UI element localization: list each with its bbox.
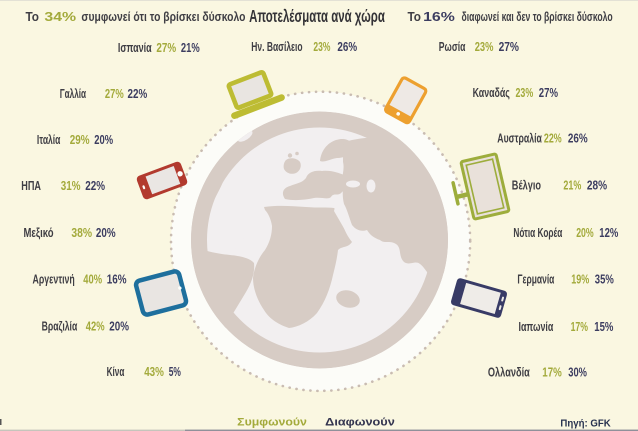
- svg-text:5%: 5%: [169, 364, 181, 379]
- svg-text:20%: 20%: [96, 225, 116, 240]
- svg-text:23%: 23%: [475, 39, 494, 54]
- svg-text:Ισπανία: Ισπανία: [118, 40, 152, 55]
- svg-text:διαφωνεί και δεν το βρίσκει δύ: διαφωνεί και δεν το βρίσκει δύσκολο: [462, 9, 613, 24]
- svg-text:Βέλγιο: Βέλγιο: [512, 178, 541, 193]
- svg-text:Βραζιλία: Βραζιλία: [42, 319, 78, 334]
- svg-text:16%: 16%: [107, 271, 127, 286]
- svg-text:Το: Το: [408, 9, 422, 24]
- svg-text:Κίνα: Κίνα: [107, 364, 125, 379]
- svg-text:23%: 23%: [313, 39, 330, 54]
- svg-text:Ιταλία: Ιταλία: [37, 132, 61, 147]
- svg-text:22%: 22%: [85, 178, 105, 193]
- svg-text:21%: 21%: [563, 178, 581, 193]
- svg-text:Ολλανδία: Ολλανδία: [488, 365, 530, 380]
- svg-text:20%: 20%: [109, 319, 129, 334]
- svg-text:42%: 42%: [86, 319, 105, 334]
- svg-text:12%: 12%: [599, 225, 618, 240]
- svg-text:Διαφωνούν: Διαφωνούν: [325, 416, 395, 428]
- svg-text:38%: 38%: [71, 225, 92, 240]
- svg-text:27%: 27%: [539, 85, 559, 100]
- svg-text:Καναδάς: Καναδάς: [473, 85, 510, 100]
- svg-text:Αποτελέσματα ανά χώρα: Αποτελέσματα ανά χώρα: [249, 6, 385, 26]
- svg-text:27%: 27%: [105, 86, 124, 101]
- svg-text:Αυστραλία: Αυστραλία: [497, 130, 542, 145]
- svg-text:Ιαπωνία: Ιαπωνία: [519, 319, 554, 334]
- svg-text:15%: 15%: [594, 319, 613, 334]
- svg-text:Νότια Κορέα: Νότια Κορέα: [513, 225, 562, 240]
- svg-text:Ρωσία: Ρωσία: [439, 39, 466, 54]
- svg-text:20%: 20%: [576, 225, 594, 240]
- svg-text:17%: 17%: [542, 365, 562, 380]
- svg-text:Συμφωνούν: Συμφωνούν: [237, 416, 307, 428]
- svg-text:29%: 29%: [70, 132, 90, 147]
- svg-text:27%: 27%: [156, 40, 176, 55]
- svg-text:30%: 30%: [568, 365, 587, 380]
- svg-text:26%: 26%: [337, 39, 357, 54]
- svg-text:22%: 22%: [544, 130, 562, 145]
- svg-text:43%: 43%: [144, 364, 164, 379]
- svg-text:20%: 20%: [94, 132, 113, 147]
- svg-text:34%: 34%: [44, 9, 76, 24]
- svg-text:21%: 21%: [181, 40, 200, 55]
- svg-text:19%: 19%: [571, 271, 589, 286]
- svg-text:Πηγή: GFK: Πηγή: GFK: [560, 418, 611, 430]
- svg-text:23%: 23%: [516, 85, 534, 100]
- svg-text:28%: 28%: [587, 178, 608, 193]
- svg-text:συμφωνεί ότι το βρίσκει δύσκολ: συμφωνεί ότι το βρίσκει δύσκολο: [81, 9, 245, 24]
- svg-text:26%: 26%: [568, 130, 588, 145]
- svg-text:ΗΠΑ: ΗΠΑ: [21, 178, 41, 193]
- svg-text:16%: 16%: [423, 9, 455, 24]
- svg-text:35%: 35%: [595, 271, 614, 286]
- svg-text:Το: Το: [26, 9, 40, 24]
- svg-text:Ην. Βασίλειο: Ην. Βασίλειο: [251, 39, 302, 54]
- svg-text:40%: 40%: [83, 271, 102, 286]
- svg-text:Μεξικό: Μεξικό: [24, 225, 54, 240]
- svg-text:Αργεντινή: Αργεντινή: [33, 271, 75, 286]
- svg-text:17%: 17%: [571, 319, 589, 334]
- svg-text:Γερμανία: Γερμανία: [517, 271, 554, 286]
- svg-text:Γαλλία: Γαλλία: [60, 86, 86, 101]
- svg-text:27%: 27%: [499, 39, 520, 54]
- svg-text:31%: 31%: [61, 178, 81, 193]
- svg-text:22%: 22%: [128, 86, 148, 101]
